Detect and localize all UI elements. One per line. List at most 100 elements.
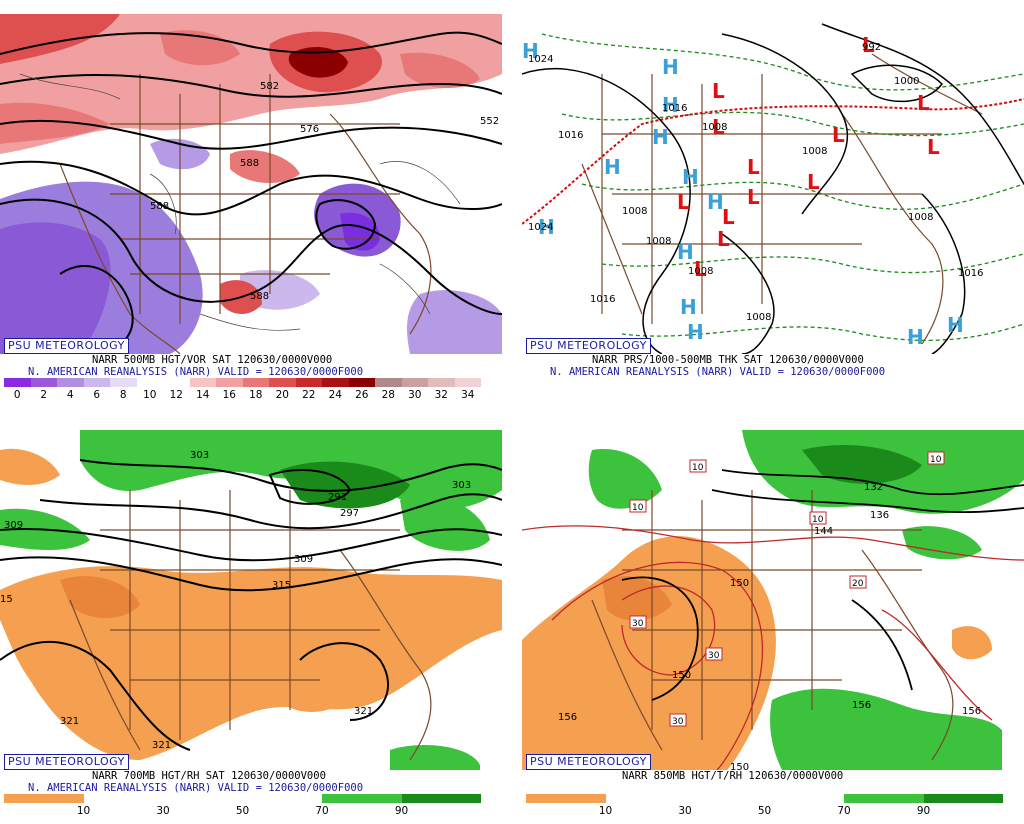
product-title: NARR 700MB HGT/RH SAT 120630/0000V000 — [92, 770, 326, 782]
colorbar-segment — [216, 378, 243, 387]
contour-label: 156 — [558, 712, 577, 723]
colorbar-tick-label: 90 — [916, 805, 931, 817]
colorbar-tick-label: 30 — [408, 389, 422, 401]
colorbar-segment — [428, 378, 455, 387]
contour-label: 136 — [870, 510, 889, 521]
colorbar-segment — [189, 378, 216, 387]
map-700mb-rh: 303 291 297 303 309 309 315 15 321 321 3… — [0, 430, 502, 770]
dry-region — [280, 676, 345, 712]
colorbar-tick-label: 90 — [394, 805, 409, 817]
low-pressure-symbol: L — [694, 257, 707, 281]
colorbar-segment — [136, 378, 163, 387]
high-pressure-symbol: H — [687, 320, 704, 344]
colorbar-tick-label: 22 — [302, 389, 316, 401]
moist-region — [390, 745, 480, 770]
contour-label: 576 — [300, 124, 319, 135]
colorbar-tick-label: 30 — [156, 805, 170, 817]
colorbar-tick-label: 28 — [381, 389, 395, 401]
psu-meteorology-logo: PSU METEOROLOGY — [4, 754, 129, 770]
political-borders — [591, 490, 954, 761]
colorbar-segment — [923, 794, 1003, 803]
height-contours — [621, 469, 1024, 701]
colorbar-tick-label: 16 — [222, 389, 236, 401]
high-pressure-symbol: H — [662, 93, 679, 117]
rh850-map-svg: 132 136 144 150 150 156 156 156 150 10 1… — [522, 430, 1024, 770]
panel-pressure-thickness: H H H H H H H H H H H H H L L L L L L L — [522, 0, 1024, 408]
isobar-label: 1008 — [646, 236, 671, 247]
contour-label: 15 — [0, 594, 13, 605]
colorbar-segment — [30, 378, 57, 387]
colorbar-segment — [4, 794, 84, 803]
contour-label: 150 — [730, 762, 749, 770]
high-pressure-symbol: H — [677, 240, 694, 264]
colorbar-segment — [163, 794, 243, 803]
moist-region — [902, 526, 982, 560]
vorticity-colorbar — [4, 378, 481, 387]
valid-time-line: N. AMERICAN REANALYSIS (NARR) VALID = 12… — [550, 366, 886, 378]
product-title: NARR PRS/1000-500MB THK SAT 120630/0000V… — [592, 354, 864, 366]
colorbar-segment — [454, 378, 481, 387]
product-title: NARR 850MB HGT/T/RH 120630/0000V000 — [622, 770, 844, 782]
map-850mb-temp-rh: 132 136 144 150 150 156 156 156 150 10 1… — [522, 430, 1024, 770]
high-pressure-symbol: H — [604, 155, 621, 179]
vorticity-high-region — [0, 102, 110, 144]
isotherm-label: 10 — [632, 503, 644, 513]
colorbar-segment — [83, 378, 110, 387]
pressure-centers: H H H H H H H H H H H H H L L L L L L L — [522, 33, 964, 349]
low-pressure-symbol: L — [807, 170, 820, 194]
contour-label: 321 — [60, 716, 79, 727]
colorbar-segment — [685, 794, 765, 803]
pressure-map-svg: H H H H H H H H H H H H H L L L L L L L — [522, 14, 1024, 354]
map-pressure-thickness: H H H H H H H H H H H H H L L L L L L L — [522, 14, 1024, 354]
moist-region — [280, 461, 410, 509]
isobar-label: 1016 — [590, 294, 615, 305]
low-pressure-symbol: L — [862, 33, 875, 57]
colorbar-tick-label: 10 — [143, 389, 157, 401]
dry-region — [60, 576, 140, 619]
colorbar-tick-label: 2 — [40, 389, 48, 401]
rh-colorbar — [526, 794, 1003, 803]
thickness-5700-line — [522, 98, 1024, 225]
contour-label: 315 — [272, 580, 291, 591]
colorbar-segment — [605, 794, 685, 803]
isobar-label: 1008 — [746, 312, 771, 323]
colorbar-tick-label: 50 — [235, 805, 250, 817]
isotherm-label: 30 — [632, 619, 644, 629]
product-title: NARR 500MB HGT/VOR SAT 120630/0000V000 — [92, 354, 333, 366]
political-borders — [69, 490, 432, 761]
contour-label: 297 — [340, 508, 359, 519]
vorticity-low-region — [407, 290, 502, 354]
colorbar-tick-label: 4 — [66, 389, 74, 401]
isobar-label: 1016 — [662, 103, 687, 114]
colorbar-tick-label: 24 — [328, 389, 342, 401]
thickness-contours — [541, 33, 1024, 341]
colorbar-segment — [4, 378, 31, 387]
moist-region — [802, 445, 922, 484]
contour-label: 144 — [814, 526, 833, 537]
psu-meteorology-logo: PSU METEOROLOGY — [526, 338, 651, 354]
vorticity-low-region — [340, 212, 380, 251]
colorbar-segment — [844, 794, 924, 803]
low-pressure-symbol: L — [927, 135, 940, 159]
low-pressure-symbol: L — [717, 227, 730, 251]
low-pressure-symbol: L — [677, 190, 690, 214]
colorbar-segment — [242, 794, 322, 803]
panel-850mb-temp-rh: 132 136 144 150 150 156 156 156 150 10 1… — [522, 416, 1024, 824]
dry-region — [0, 448, 60, 485]
vorticity-contours — [19, 73, 461, 331]
colorbar-segment — [57, 378, 84, 387]
low-pressure-symbol: L — [917, 91, 930, 115]
rh-colorbar — [4, 794, 481, 803]
contour-label: 552 — [480, 116, 499, 127]
colorbar-segment — [295, 378, 322, 387]
isobar-label: 1008 — [908, 212, 933, 223]
isobar-label: 1008 — [802, 146, 827, 157]
valid-time-line: N. AMERICAN REANALYSIS (NARR) VALID = 12… — [28, 366, 364, 378]
vorticity-map-svg: 582 576 588 588 588 552 — [0, 14, 502, 354]
contour-label: 309 — [294, 554, 313, 565]
isobar-label: 1008 — [702, 122, 727, 133]
colorbar-segment — [401, 378, 428, 387]
political-borders — [59, 74, 432, 354]
high-pressure-symbol: H — [652, 125, 669, 149]
vorticity-high-region — [400, 52, 480, 89]
